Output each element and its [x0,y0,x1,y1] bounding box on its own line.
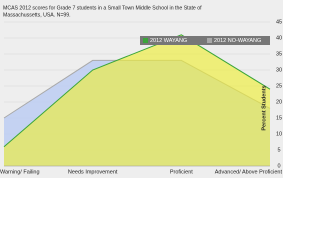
x-tick-label: Warning/ Failing [0,169,40,175]
legend-label: 2012 WAYANG [150,38,187,44]
x-tick-label: Needs Improvement [68,169,118,175]
y-tick-label: 15 [276,115,282,121]
y-tick-label: 40 [276,35,282,41]
legend-label: 2012 NO-WAYANG [214,38,261,44]
legend-box [140,36,270,45]
x-tick-label: Advanced/ Above Proficient [215,169,283,175]
y-tick-label: 30 [276,67,282,73]
chart: 0 5 10 15 20 25 30 35 40 45 Warning/ Failing Needs … [0,0,283,178]
chart-title: MCAS 2012 scores for Grade 7 students in… [3,5,202,11]
legend-swatch [207,38,212,43]
y-tick-label: 35 [276,51,282,57]
chart-title: Massachussetts, USA. N=99. [3,12,71,18]
y-tick-label: 25 [276,83,282,89]
line [3,34,271,148]
y-tick-label: 5 [277,147,280,153]
y-tick-label: 45 [276,19,282,25]
legend-swatch [143,38,148,43]
y-tick-label: 20 [276,99,282,105]
y-tick-label: 10 [276,131,282,137]
area [4,34,270,166]
y-tick-label: 0 [277,163,280,169]
x-tick-label: Proficient [170,169,193,175]
y-axis-label: Percent Students [261,85,267,130]
